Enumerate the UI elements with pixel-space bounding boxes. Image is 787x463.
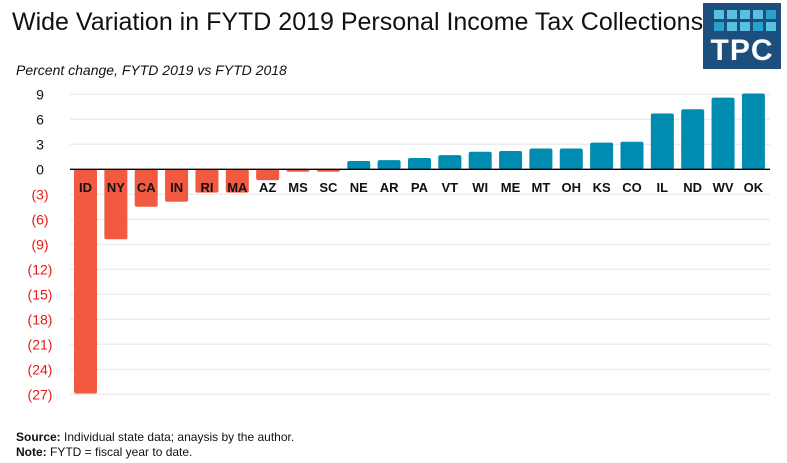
category-label: OK (744, 180, 764, 195)
bar-WV (711, 97, 735, 170)
y-tick-label: (9) (31, 236, 48, 252)
category-label: OH (562, 180, 582, 195)
y-tick-label: (6) (31, 211, 48, 227)
note-text: FYTD = fiscal year to date. (46, 445, 193, 459)
bar-AR (377, 160, 401, 170)
footnote: Note: FYTD = fiscal year to date. (16, 445, 192, 459)
category-label: RI (200, 180, 213, 195)
category-label: NE (350, 180, 368, 195)
bar-RI (195, 169, 219, 193)
category-label: ND (683, 180, 702, 195)
y-tick-label: (24) (28, 361, 53, 377)
y-tick-label: (27) (28, 386, 53, 402)
bar-NE (347, 160, 371, 170)
category-label: MS (288, 180, 308, 195)
chart-subtitle: Percent change, FYTD 2019 vs FYTD 2018 (16, 62, 287, 78)
bar-IL (650, 113, 674, 170)
y-tick-label: (15) (28, 286, 53, 302)
source-note: Source: Individual state data; anaysis b… (16, 430, 294, 444)
category-label: PA (411, 180, 429, 195)
y-tick-label: 0 (36, 161, 44, 177)
y-tick-label: 9 (36, 86, 44, 102)
note-label: Note: (16, 445, 47, 459)
category-label: ME (501, 180, 521, 195)
bar-VT (438, 155, 462, 170)
source-text: Individual state data; anaysis by the au… (60, 430, 295, 444)
bar-MT (529, 148, 553, 170)
chart-title: Wide Variation in FYTD 2019 Personal Inc… (12, 8, 704, 36)
category-label: MT (532, 180, 551, 195)
category-label: WV (713, 180, 734, 195)
y-tick-label: (12) (28, 261, 53, 277)
category-label: IN (170, 180, 183, 195)
bar-MA (225, 169, 249, 193)
bar-ND (681, 109, 705, 170)
category-label: VT (442, 180, 459, 195)
category-label: IL (657, 180, 669, 195)
bar-AZ (256, 169, 280, 181)
bar-ID (74, 169, 97, 394)
category-label: CO (622, 180, 642, 195)
y-tick-label: (18) (28, 311, 53, 327)
bar-KS (590, 142, 614, 170)
y-tick-label: 3 (36, 136, 44, 152)
category-label: AR (380, 180, 399, 195)
source-label: Source: (16, 430, 61, 444)
bar-IN (165, 169, 189, 202)
y-tick-label: (3) (31, 186, 48, 202)
bar-CA (134, 169, 158, 207)
category-label: WI (472, 180, 488, 195)
category-label: CA (137, 180, 156, 195)
category-label: AZ (259, 180, 276, 195)
bar-ME (499, 150, 523, 170)
y-tick-label: (21) (28, 336, 53, 352)
y-tick-label: 6 (36, 111, 44, 127)
bar-WI (468, 151, 492, 170)
bar-CO (620, 141, 644, 170)
bar-OK (741, 93, 765, 170)
category-label: NY (107, 180, 125, 195)
logo-text: TPC (710, 34, 774, 67)
category-label: MA (227, 180, 248, 195)
bar-OH (559, 148, 583, 170)
bar-PA (407, 158, 431, 170)
bar-NY (104, 169, 128, 240)
category-label: KS (593, 180, 611, 195)
category-label: ID (79, 180, 92, 195)
category-label: SC (319, 180, 338, 195)
tpc-logo: TPC (703, 3, 781, 69)
